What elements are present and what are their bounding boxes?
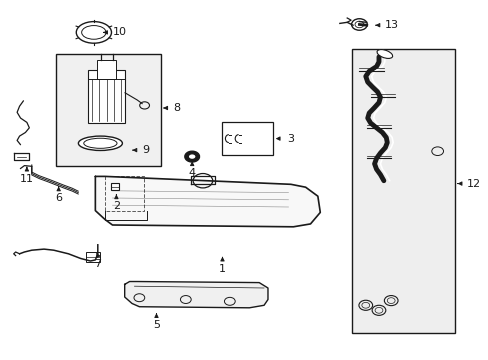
Ellipse shape (78, 136, 122, 150)
Text: 4: 4 (188, 168, 195, 178)
Bar (56, 54, 161, 166)
Text: 8: 8 (173, 103, 180, 113)
Text: 3: 3 (286, 134, 293, 144)
Ellipse shape (76, 22, 111, 43)
Wedge shape (184, 151, 199, 162)
Text: 2: 2 (113, 201, 120, 211)
Text: 6: 6 (55, 193, 62, 203)
Bar (110, 183, 119, 190)
Polygon shape (95, 176, 320, 227)
Bar (221, 122, 272, 155)
Polygon shape (124, 282, 267, 308)
Text: 7: 7 (94, 259, 101, 269)
Ellipse shape (81, 26, 106, 39)
Text: 11: 11 (20, 174, 34, 184)
Bar (97, 59, 116, 79)
Text: 10: 10 (112, 27, 126, 37)
Ellipse shape (376, 50, 392, 58)
Text: 12: 12 (466, 179, 480, 189)
Text: 9: 9 (142, 145, 149, 155)
Ellipse shape (83, 138, 117, 148)
Bar (351, 49, 454, 333)
Bar (85, 252, 100, 262)
Text: 5: 5 (153, 320, 160, 330)
Text: 13: 13 (384, 20, 398, 30)
Text: 1: 1 (219, 264, 225, 274)
Bar (88, 70, 125, 122)
